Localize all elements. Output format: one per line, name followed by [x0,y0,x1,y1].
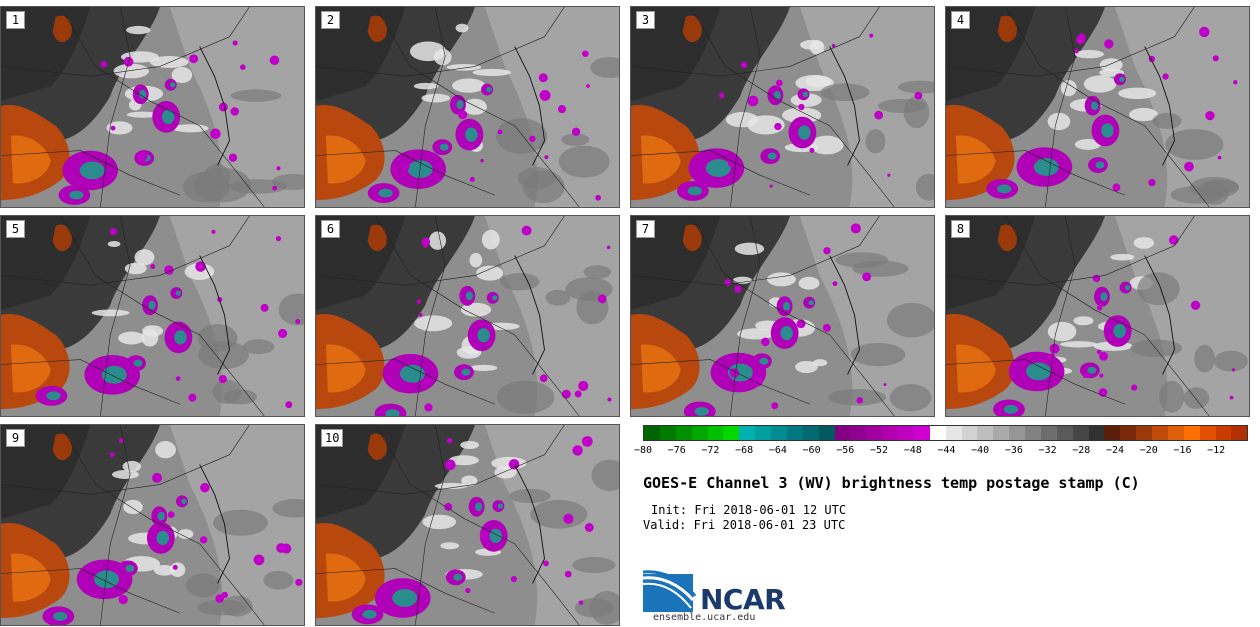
panel-number: 3 [636,11,655,29]
colorbar-swatch [945,426,962,440]
colorbar-tick-label: −28 [1072,445,1091,456]
ncar-logo-text: NCAR [700,583,786,616]
panel-number: 5 [6,220,25,238]
init-time: Init: Fri 2018-06-01 12 UTC [651,503,847,517]
map-image [1,7,304,207]
colorbar-swatch [1040,426,1057,440]
map-image [316,425,619,625]
map-panel: 8 [945,215,1250,417]
colorbar-swatch [723,426,740,440]
ncar-logo-icon [643,570,697,612]
colorbar-swatch [1104,426,1121,440]
colorbar-tick-label: −56 [836,445,855,456]
colorbar-swatch [866,426,883,440]
panel-number: 2 [321,11,340,29]
colorbar-swatch [993,426,1010,440]
colorbar-tick-label: −36 [1004,445,1023,456]
colorbar-swatch [659,426,676,440]
colorbar-swatch [882,426,898,440]
colorbar-swatch [755,426,771,440]
colorbar-tick-label: −32 [1038,445,1057,456]
colorbar-tick-label: −48 [903,445,922,456]
colorbar-swatch [1183,426,1200,440]
map-image [1,425,304,625]
colorbar-swatch [1199,426,1216,440]
colorbar-tick-label: −52 [869,445,889,456]
colorbar-tick-label: −80 [633,445,653,456]
colorbar-swatch [675,426,692,440]
map-image [631,216,934,416]
colorbar-tick-label: −20 [1139,445,1158,456]
map-panel: 7 [630,215,935,417]
panel-number: 8 [951,220,970,238]
colorbar-swatch [1072,426,1089,440]
colorbar-swatch [1009,426,1025,440]
colorbar-swatch [707,426,724,440]
colorbar-swatch [786,426,803,440]
colorbar [643,425,1248,441]
colorbar-swatch [1152,426,1168,440]
colorbar-swatch [834,426,851,440]
colorbar-tick-label: −60 [802,445,821,456]
logo-url: ensemble.ucar.edu [653,612,756,623]
map-panel: 2 [315,6,620,208]
map-image [631,7,934,207]
map-image [316,216,619,416]
map-image [1,216,304,416]
panel-number: 7 [636,220,655,238]
colorbar-tick-label: −68 [735,445,754,456]
colorbar-swatch [1025,426,1041,440]
colorbar-tick-label: −16 [1173,445,1192,456]
colorbar-swatch [1136,426,1152,440]
panel-number: 1 [6,11,25,29]
map-panel: 1 [0,6,305,208]
colorbar-swatch [1231,426,1248,440]
panel-number: 9 [6,429,25,447]
colorbar-swatch [802,426,819,440]
colorbar-tick-label: −72 [701,445,720,456]
map-image [946,7,1249,207]
colorbar-swatch [1088,426,1105,440]
colorbar-swatch [818,426,835,440]
map-image [946,216,1249,416]
panel-number: 6 [321,220,340,238]
map-panel: 10 [315,424,620,626]
colorbar-ticks: −80 −76 −72 −68 −64 −60 −56 −52 −48 −44 −40 −36 −32 −… [634,443,1248,459]
colorbar-tick-label: −24 [1105,445,1125,456]
colorbar-swatch [898,426,914,440]
colorbar-swatch [913,426,930,440]
colorbar-swatch [961,426,978,440]
panel-number: 4 [951,11,970,29]
colorbar-swatch [739,426,756,440]
colorbar-swatch [771,426,787,440]
colorbar-swatch [1167,426,1184,440]
colorbar-swatch [1056,426,1073,440]
panel-number: 10 [321,429,344,447]
map-image [316,7,619,207]
map-panel: 5 [0,215,305,417]
map-panel: 3 [630,6,935,208]
colorbar-swatch [644,426,660,440]
figure-title: GOES-E Channel 3 (WV) brightness temp po… [643,474,1140,492]
colorbar-tick-label: −76 [667,445,686,456]
colorbar-tick-label: −44 [937,445,956,456]
colorbar-tick-label: −64 [768,445,787,456]
map-panel: 9 [0,424,305,626]
valid-time: Valid: Fri 2018-06-01 23 UTC [643,518,846,532]
colorbar-swatch [850,426,867,440]
colorbar-tick-label: −40 [971,445,990,456]
colorbar-swatch [1215,426,1232,440]
colorbar-swatch [1120,426,1137,440]
colorbar-swatch [691,426,708,440]
colorbar-swatch [929,426,946,440]
map-panel: 6 [315,215,620,417]
colorbar-tick-label: −12 [1207,445,1226,456]
colorbar-swatch [977,426,994,440]
map-panel: 4 [945,6,1250,208]
